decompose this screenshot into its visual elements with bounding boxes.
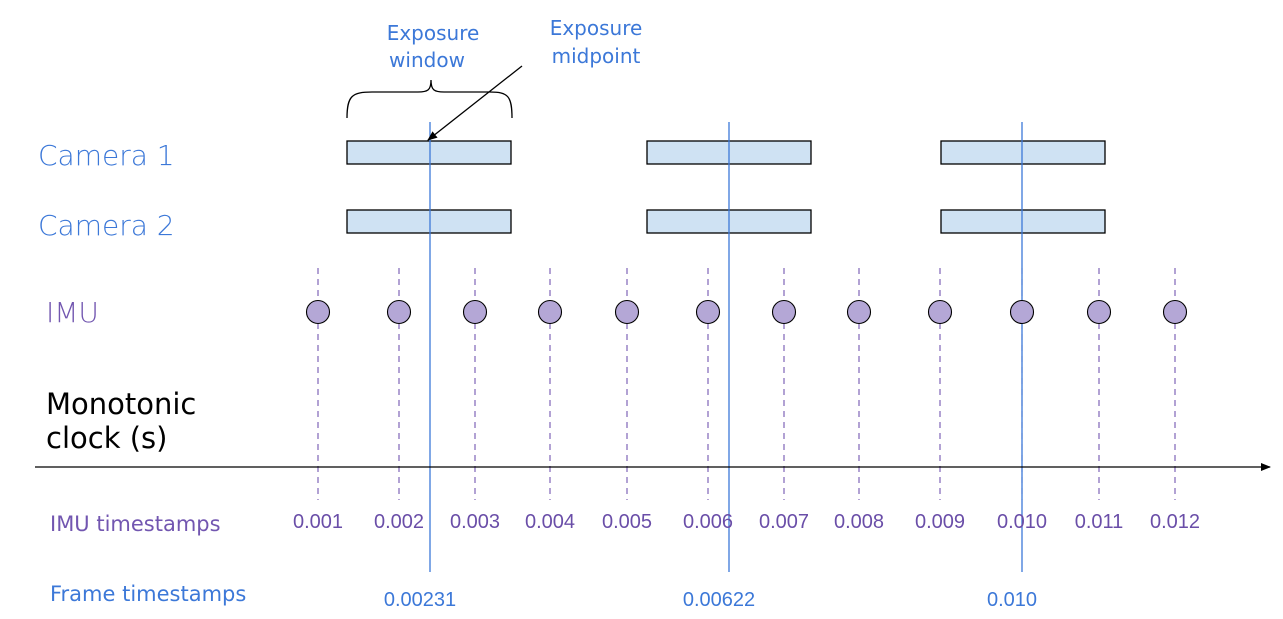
imu-timestamp-labels: 0.001 0.002 0.003 0.004 0.005 0.006 0.007 0.008… <box>293 511 1200 533</box>
clock-label-line2: clock (s) <box>46 421 167 455</box>
imu-timestamp-label: 0.007 <box>759 511 809 533</box>
imu-sample-dot <box>1086 299 1112 325</box>
imu-timestamp-label: 0.005 <box>602 511 652 533</box>
imu-timestamp-label: 0.004 <box>525 511 575 533</box>
imu-timestamp-label: 0.012 <box>1150 511 1200 533</box>
camera-1-label: Camera 1 <box>38 139 175 172</box>
exposure-midpoint-arrow <box>427 65 523 141</box>
imu-sample-dot <box>695 299 721 325</box>
imu-sample-dot <box>305 299 331 325</box>
imu-timestamp-label: 0.006 <box>683 511 733 533</box>
imu-sample-dot <box>462 299 488 325</box>
imu-timestamp-label: 0.011 <box>1075 511 1124 533</box>
imu-timestamp-label: 0.003 <box>450 511 500 533</box>
imu-timestamps-caption: IMU timestamps <box>50 512 221 536</box>
exposure-midpoint-label-line2: midpoint <box>552 44 641 68</box>
exposure-bars <box>346 140 1106 234</box>
frame-timestamp-label: 0.010 <box>987 589 1037 611</box>
imu-label: IMU <box>46 296 99 329</box>
exposure-bar-camera1-frame1 <box>346 140 512 165</box>
frame-timestamp-labels: 0.00231 0.00622 0.010 <box>384 589 1037 611</box>
imu-dashed-lines <box>317 268 1176 500</box>
frame-timestamps-caption: Frame timestamps <box>50 582 246 606</box>
imu-sample-dot <box>614 299 640 325</box>
imu-timestamp-label: 0.002 <box>374 511 424 533</box>
imu-sample-dot <box>771 299 797 325</box>
imu-timestamp-label: 0.009 <box>915 511 965 533</box>
imu-timestamp-label: 0.008 <box>834 511 884 533</box>
camera-2-label: Camera 2 <box>38 209 175 242</box>
imu-sample-dot <box>537 299 563 325</box>
exposure-midpoint-label-line1: Exposure <box>550 16 643 40</box>
exposure-bar-camera1-frame3 <box>940 140 1106 165</box>
exposure-window-label-line2: window <box>389 48 465 72</box>
frame-timestamp-label: 0.00231 <box>384 589 456 611</box>
imu-sample-dots <box>305 299 1188 325</box>
exposure-window-label-line1: Exposure <box>387 21 480 45</box>
imu-sample-dot <box>1009 299 1035 325</box>
imu-sample-dot <box>386 299 412 325</box>
frame-timestamp-label: 0.00622 <box>683 589 755 611</box>
clock-label-line1: Monotonic <box>46 387 196 421</box>
exposure-window-brace <box>346 79 513 119</box>
imu-timestamp-label: 0.010 <box>997 511 1047 533</box>
imu-timestamp-label: 0.001 <box>293 511 343 533</box>
imu-sample-dot <box>927 299 953 325</box>
exposure-bar-camera2-frame1 <box>346 209 512 234</box>
imu-sample-dot <box>1162 299 1188 325</box>
frame-midpoint-lines <box>429 122 1023 572</box>
exposure-bar-camera2-frame3 <box>940 209 1106 234</box>
imu-sample-dot <box>846 299 872 325</box>
